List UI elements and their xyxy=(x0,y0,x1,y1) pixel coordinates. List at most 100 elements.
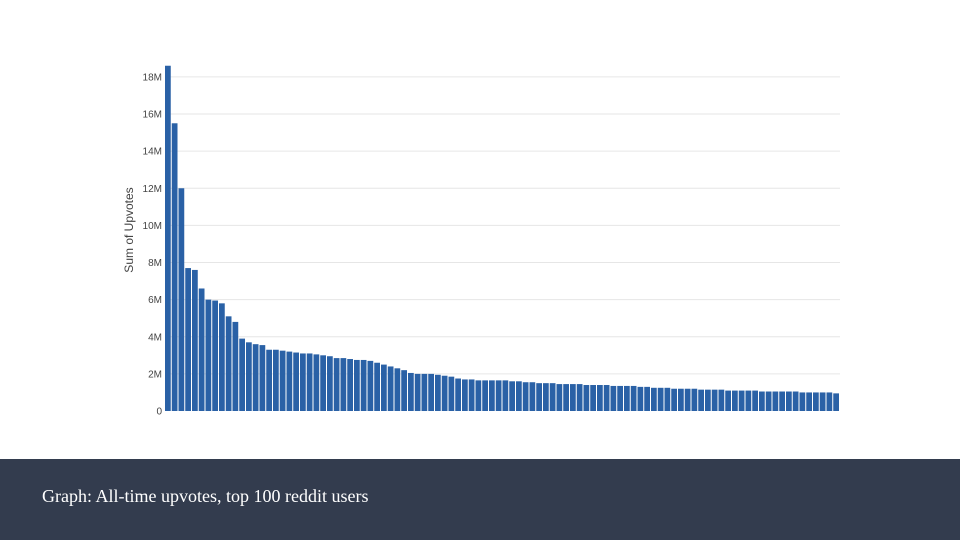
bar xyxy=(293,352,299,411)
bar xyxy=(529,382,536,411)
bar xyxy=(698,389,704,411)
bar xyxy=(570,384,576,411)
bar xyxy=(279,350,286,411)
bar xyxy=(360,359,367,411)
bar xyxy=(421,373,428,412)
bar xyxy=(752,390,758,411)
bar xyxy=(232,321,239,411)
caption-bar xyxy=(0,459,960,540)
bar xyxy=(813,392,819,411)
y-tick-label: 10M xyxy=(143,221,162,232)
bar xyxy=(468,379,475,411)
bar xyxy=(192,269,198,411)
bar xyxy=(239,338,245,411)
bar xyxy=(327,356,333,411)
bar xyxy=(333,358,340,411)
bar xyxy=(300,353,306,411)
gridlines xyxy=(165,76,840,375)
bar xyxy=(252,344,259,411)
bar xyxy=(171,123,178,411)
y-tick-label: 12M xyxy=(143,184,162,195)
bar xyxy=(543,383,549,411)
bar xyxy=(306,353,313,411)
bar xyxy=(779,391,785,411)
bar xyxy=(394,368,401,411)
bar xyxy=(489,380,495,411)
bar xyxy=(259,345,266,411)
bar xyxy=(212,300,218,411)
bar xyxy=(759,391,765,411)
bar xyxy=(597,385,603,411)
bar xyxy=(246,342,252,411)
chart-area: 0 2M 4M 6M 8M 10M 12M 14M 16M 18M Sum of Upvotes xyxy=(122,65,840,418)
bar xyxy=(684,388,691,411)
bar xyxy=(225,316,232,411)
bar xyxy=(522,382,529,411)
bar xyxy=(387,366,394,411)
bar xyxy=(718,389,725,411)
y-tick-label: 16M xyxy=(143,110,162,121)
bar xyxy=(286,351,293,411)
y-tick-label: 0 xyxy=(156,407,162,418)
bar xyxy=(414,373,421,412)
bar xyxy=(624,385,630,411)
bar xyxy=(819,392,826,411)
bar xyxy=(637,386,644,411)
bar xyxy=(198,288,205,411)
y-tick-label: 18M xyxy=(143,72,162,83)
bar xyxy=(313,354,320,411)
bars xyxy=(165,65,839,412)
bar xyxy=(266,349,272,411)
bar xyxy=(354,359,360,411)
bar xyxy=(273,349,279,411)
bar xyxy=(799,392,806,411)
bar xyxy=(725,390,731,411)
bar xyxy=(475,380,482,411)
bar xyxy=(806,392,812,411)
bar xyxy=(603,385,610,411)
bar xyxy=(610,385,617,411)
bar xyxy=(678,388,684,411)
bar xyxy=(516,381,522,411)
bar xyxy=(705,389,711,411)
bar xyxy=(644,386,650,411)
bar xyxy=(738,390,745,411)
bar xyxy=(765,391,772,411)
slide-caption: Graph: All-time upvotes, top 100 reddit … xyxy=(42,486,369,506)
bar xyxy=(630,385,637,411)
bar xyxy=(401,370,407,411)
bar xyxy=(536,383,542,411)
bar xyxy=(671,388,677,411)
bar xyxy=(590,385,596,411)
bar xyxy=(583,385,590,411)
bar xyxy=(408,372,414,411)
bar xyxy=(495,380,502,411)
bar xyxy=(549,383,556,411)
bar xyxy=(826,392,833,411)
bar xyxy=(367,360,374,411)
bar-chart: 0 2M 4M 6M 8M 10M 12M 14M 16M 18M Sum of Upvotes xyxy=(122,65,840,418)
y-tick-label: 4M xyxy=(148,332,162,343)
bar xyxy=(381,364,387,411)
bar xyxy=(428,373,434,412)
bar xyxy=(745,390,752,411)
bar xyxy=(833,393,839,411)
bar xyxy=(340,358,347,411)
bar xyxy=(462,379,468,411)
bar xyxy=(374,362,380,411)
bar xyxy=(664,387,671,411)
y-axis-title: Sum of Upvotes xyxy=(122,187,136,272)
bar xyxy=(576,384,583,411)
bar xyxy=(509,381,515,411)
bar xyxy=(219,303,225,411)
bar xyxy=(651,387,657,411)
bar xyxy=(563,384,569,411)
bar xyxy=(792,391,799,411)
bar xyxy=(320,355,326,411)
y-tick-label: 8M xyxy=(148,258,162,269)
y-axis-ticks: 0 2M 4M 6M 8M 10M 12M 14M 16M 18M xyxy=(143,72,163,417)
y-tick-label: 14M xyxy=(143,147,162,158)
bar xyxy=(711,389,718,411)
bar xyxy=(657,387,664,411)
y-tick-label: 2M xyxy=(148,369,162,380)
